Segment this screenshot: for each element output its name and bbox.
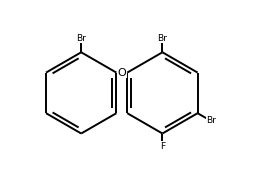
Text: F: F (160, 142, 165, 151)
Text: Br: Br (76, 33, 86, 42)
Text: O: O (117, 68, 126, 78)
Text: Br: Br (157, 33, 167, 42)
Text: Br: Br (206, 116, 216, 125)
